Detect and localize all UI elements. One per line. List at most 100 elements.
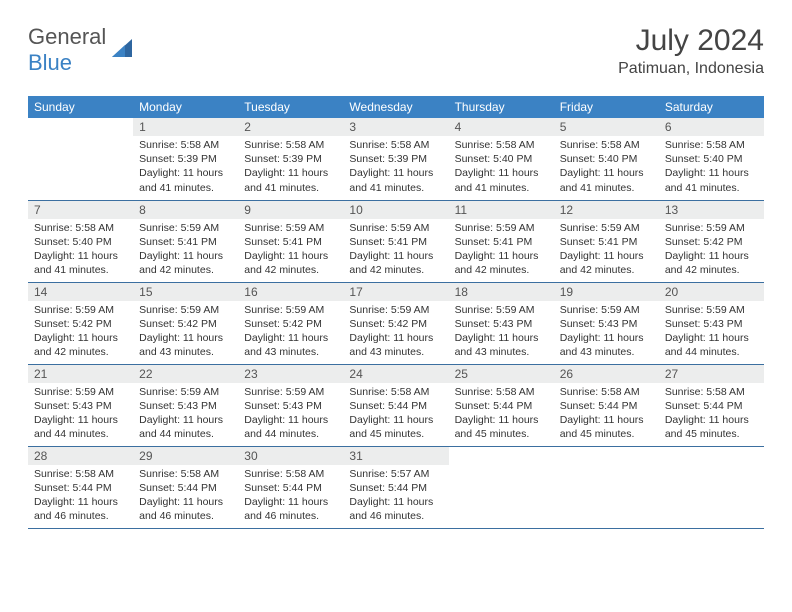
day-number: 6: [659, 118, 764, 136]
daylight-text: Daylight: 11 hours and 42 minutes.: [139, 249, 232, 277]
sunrise-text: Sunrise: 5:59 AM: [34, 303, 127, 317]
weekday-header: Thursday: [449, 96, 554, 118]
sunset-text: Sunset: 5:40 PM: [665, 152, 758, 166]
sunrise-text: Sunrise: 5:58 AM: [34, 221, 127, 235]
calendar-day-cell: 31Sunrise: 5:57 AMSunset: 5:44 PMDayligh…: [343, 446, 448, 528]
calendar-day-cell: 29Sunrise: 5:58 AMSunset: 5:44 PMDayligh…: [133, 446, 238, 528]
day-info: Sunrise: 5:59 AMSunset: 5:43 PMDaylight:…: [554, 301, 659, 364]
sunset-text: Sunset: 5:44 PM: [665, 399, 758, 413]
calendar-body: 1Sunrise: 5:58 AMSunset: 5:39 PMDaylight…: [28, 118, 764, 528]
day-number: 12: [554, 201, 659, 219]
daylight-text: Daylight: 11 hours and 41 minutes.: [244, 166, 337, 194]
weekday-header-row: Sunday Monday Tuesday Wednesday Thursday…: [28, 96, 764, 118]
calendar-week-row: 7Sunrise: 5:58 AMSunset: 5:40 PMDaylight…: [28, 200, 764, 282]
sunrise-text: Sunrise: 5:58 AM: [665, 138, 758, 152]
day-number: 27: [659, 365, 764, 383]
daylight-text: Daylight: 11 hours and 46 minutes.: [34, 495, 127, 523]
sunrise-text: Sunrise: 5:59 AM: [455, 221, 548, 235]
sunrise-text: Sunrise: 5:58 AM: [34, 467, 127, 481]
daylight-text: Daylight: 11 hours and 42 minutes.: [560, 249, 653, 277]
sunrise-text: Sunrise: 5:59 AM: [665, 303, 758, 317]
sunset-text: Sunset: 5:44 PM: [34, 481, 127, 495]
calendar-day-cell: 15Sunrise: 5:59 AMSunset: 5:42 PMDayligh…: [133, 282, 238, 364]
day-number: 23: [238, 365, 343, 383]
sunset-text: Sunset: 5:43 PM: [560, 317, 653, 331]
daylight-text: Daylight: 11 hours and 44 minutes.: [665, 331, 758, 359]
sunset-text: Sunset: 5:42 PM: [34, 317, 127, 331]
day-info: Sunrise: 5:59 AMSunset: 5:43 PMDaylight:…: [659, 301, 764, 364]
daylight-text: Daylight: 11 hours and 42 minutes.: [665, 249, 758, 277]
sunset-text: Sunset: 5:44 PM: [244, 481, 337, 495]
daylight-text: Daylight: 11 hours and 42 minutes.: [455, 249, 548, 277]
daylight-text: Daylight: 11 hours and 45 minutes.: [349, 413, 442, 441]
calendar-day-cell: 20Sunrise: 5:59 AMSunset: 5:43 PMDayligh…: [659, 282, 764, 364]
calendar-day-cell: 13Sunrise: 5:59 AMSunset: 5:42 PMDayligh…: [659, 200, 764, 282]
day-number: 13: [659, 201, 764, 219]
calendar-day-cell: 10Sunrise: 5:59 AMSunset: 5:41 PMDayligh…: [343, 200, 448, 282]
weekday-header: Friday: [554, 96, 659, 118]
calendar-day-cell: 17Sunrise: 5:59 AMSunset: 5:42 PMDayligh…: [343, 282, 448, 364]
weekday-header: Sunday: [28, 96, 133, 118]
daylight-text: Daylight: 11 hours and 42 minutes.: [34, 331, 127, 359]
logo: General Blue: [28, 24, 136, 76]
sunrise-text: Sunrise: 5:58 AM: [244, 467, 337, 481]
calendar-day-cell: 14Sunrise: 5:59 AMSunset: 5:42 PMDayligh…: [28, 282, 133, 364]
logo-text-general: General: [28, 24, 106, 49]
month-title: July 2024: [618, 24, 764, 58]
day-info: Sunrise: 5:58 AMSunset: 5:44 PMDaylight:…: [133, 465, 238, 528]
calendar-day-cell: 23Sunrise: 5:59 AMSunset: 5:43 PMDayligh…: [238, 364, 343, 446]
sunset-text: Sunset: 5:44 PM: [349, 481, 442, 495]
calendar-day-cell: 7Sunrise: 5:58 AMSunset: 5:40 PMDaylight…: [28, 200, 133, 282]
sunset-text: Sunset: 5:39 PM: [139, 152, 232, 166]
daylight-text: Daylight: 11 hours and 44 minutes.: [139, 413, 232, 441]
day-info: Sunrise: 5:58 AMSunset: 5:39 PMDaylight:…: [133, 136, 238, 199]
sunset-text: Sunset: 5:42 PM: [139, 317, 232, 331]
calendar-day-cell: 16Sunrise: 5:59 AMSunset: 5:42 PMDayligh…: [238, 282, 343, 364]
calendar-day-cell: 25Sunrise: 5:58 AMSunset: 5:44 PMDayligh…: [449, 364, 554, 446]
daylight-text: Daylight: 11 hours and 43 minutes.: [560, 331, 653, 359]
sunrise-text: Sunrise: 5:59 AM: [244, 385, 337, 399]
day-number: 19: [554, 283, 659, 301]
calendar-day-cell: 21Sunrise: 5:59 AMSunset: 5:43 PMDayligh…: [28, 364, 133, 446]
daylight-text: Daylight: 11 hours and 43 minutes.: [349, 331, 442, 359]
sunset-text: Sunset: 5:43 PM: [665, 317, 758, 331]
sunset-text: Sunset: 5:42 PM: [665, 235, 758, 249]
day-info: Sunrise: 5:59 AMSunset: 5:42 PMDaylight:…: [343, 301, 448, 364]
daylight-text: Daylight: 11 hours and 42 minutes.: [349, 249, 442, 277]
day-info: Sunrise: 5:59 AMSunset: 5:42 PMDaylight:…: [238, 301, 343, 364]
day-info: Sunrise: 5:58 AMSunset: 5:39 PMDaylight:…: [238, 136, 343, 199]
daylight-text: Daylight: 11 hours and 43 minutes.: [455, 331, 548, 359]
calendar-day-cell: 19Sunrise: 5:59 AMSunset: 5:43 PMDayligh…: [554, 282, 659, 364]
sunset-text: Sunset: 5:44 PM: [139, 481, 232, 495]
sunset-text: Sunset: 5:44 PM: [349, 399, 442, 413]
daylight-text: Daylight: 11 hours and 41 minutes.: [560, 166, 653, 194]
day-info: Sunrise: 5:59 AMSunset: 5:43 PMDaylight:…: [238, 383, 343, 446]
sunrise-text: Sunrise: 5:58 AM: [560, 138, 653, 152]
sunset-text: Sunset: 5:41 PM: [455, 235, 548, 249]
daylight-text: Daylight: 11 hours and 43 minutes.: [244, 331, 337, 359]
day-info: Sunrise: 5:58 AMSunset: 5:40 PMDaylight:…: [659, 136, 764, 199]
day-info: Sunrise: 5:59 AMSunset: 5:41 PMDaylight:…: [554, 219, 659, 282]
daylight-text: Daylight: 11 hours and 45 minutes.: [665, 413, 758, 441]
weekday-header: Tuesday: [238, 96, 343, 118]
sunrise-text: Sunrise: 5:59 AM: [139, 221, 232, 235]
day-number: 9: [238, 201, 343, 219]
sunrise-text: Sunrise: 5:59 AM: [34, 385, 127, 399]
sunset-text: Sunset: 5:41 PM: [560, 235, 653, 249]
day-number: 29: [133, 447, 238, 465]
calendar-day-cell: 26Sunrise: 5:58 AMSunset: 5:44 PMDayligh…: [554, 364, 659, 446]
day-number: 1: [133, 118, 238, 136]
sunset-text: Sunset: 5:43 PM: [455, 317, 548, 331]
sunrise-text: Sunrise: 5:58 AM: [560, 385, 653, 399]
day-number: 7: [28, 201, 133, 219]
day-number: 3: [343, 118, 448, 136]
calendar-day-cell: 2Sunrise: 5:58 AMSunset: 5:39 PMDaylight…: [238, 118, 343, 200]
sunrise-text: Sunrise: 5:59 AM: [560, 303, 653, 317]
day-info: Sunrise: 5:58 AMSunset: 5:40 PMDaylight:…: [449, 136, 554, 199]
day-number: 26: [554, 365, 659, 383]
day-number: 22: [133, 365, 238, 383]
calendar-day-cell: 3Sunrise: 5:58 AMSunset: 5:39 PMDaylight…: [343, 118, 448, 200]
sunrise-text: Sunrise: 5:58 AM: [139, 138, 232, 152]
daylight-text: Daylight: 11 hours and 41 minutes.: [139, 166, 232, 194]
sunrise-text: Sunrise: 5:59 AM: [349, 221, 442, 235]
